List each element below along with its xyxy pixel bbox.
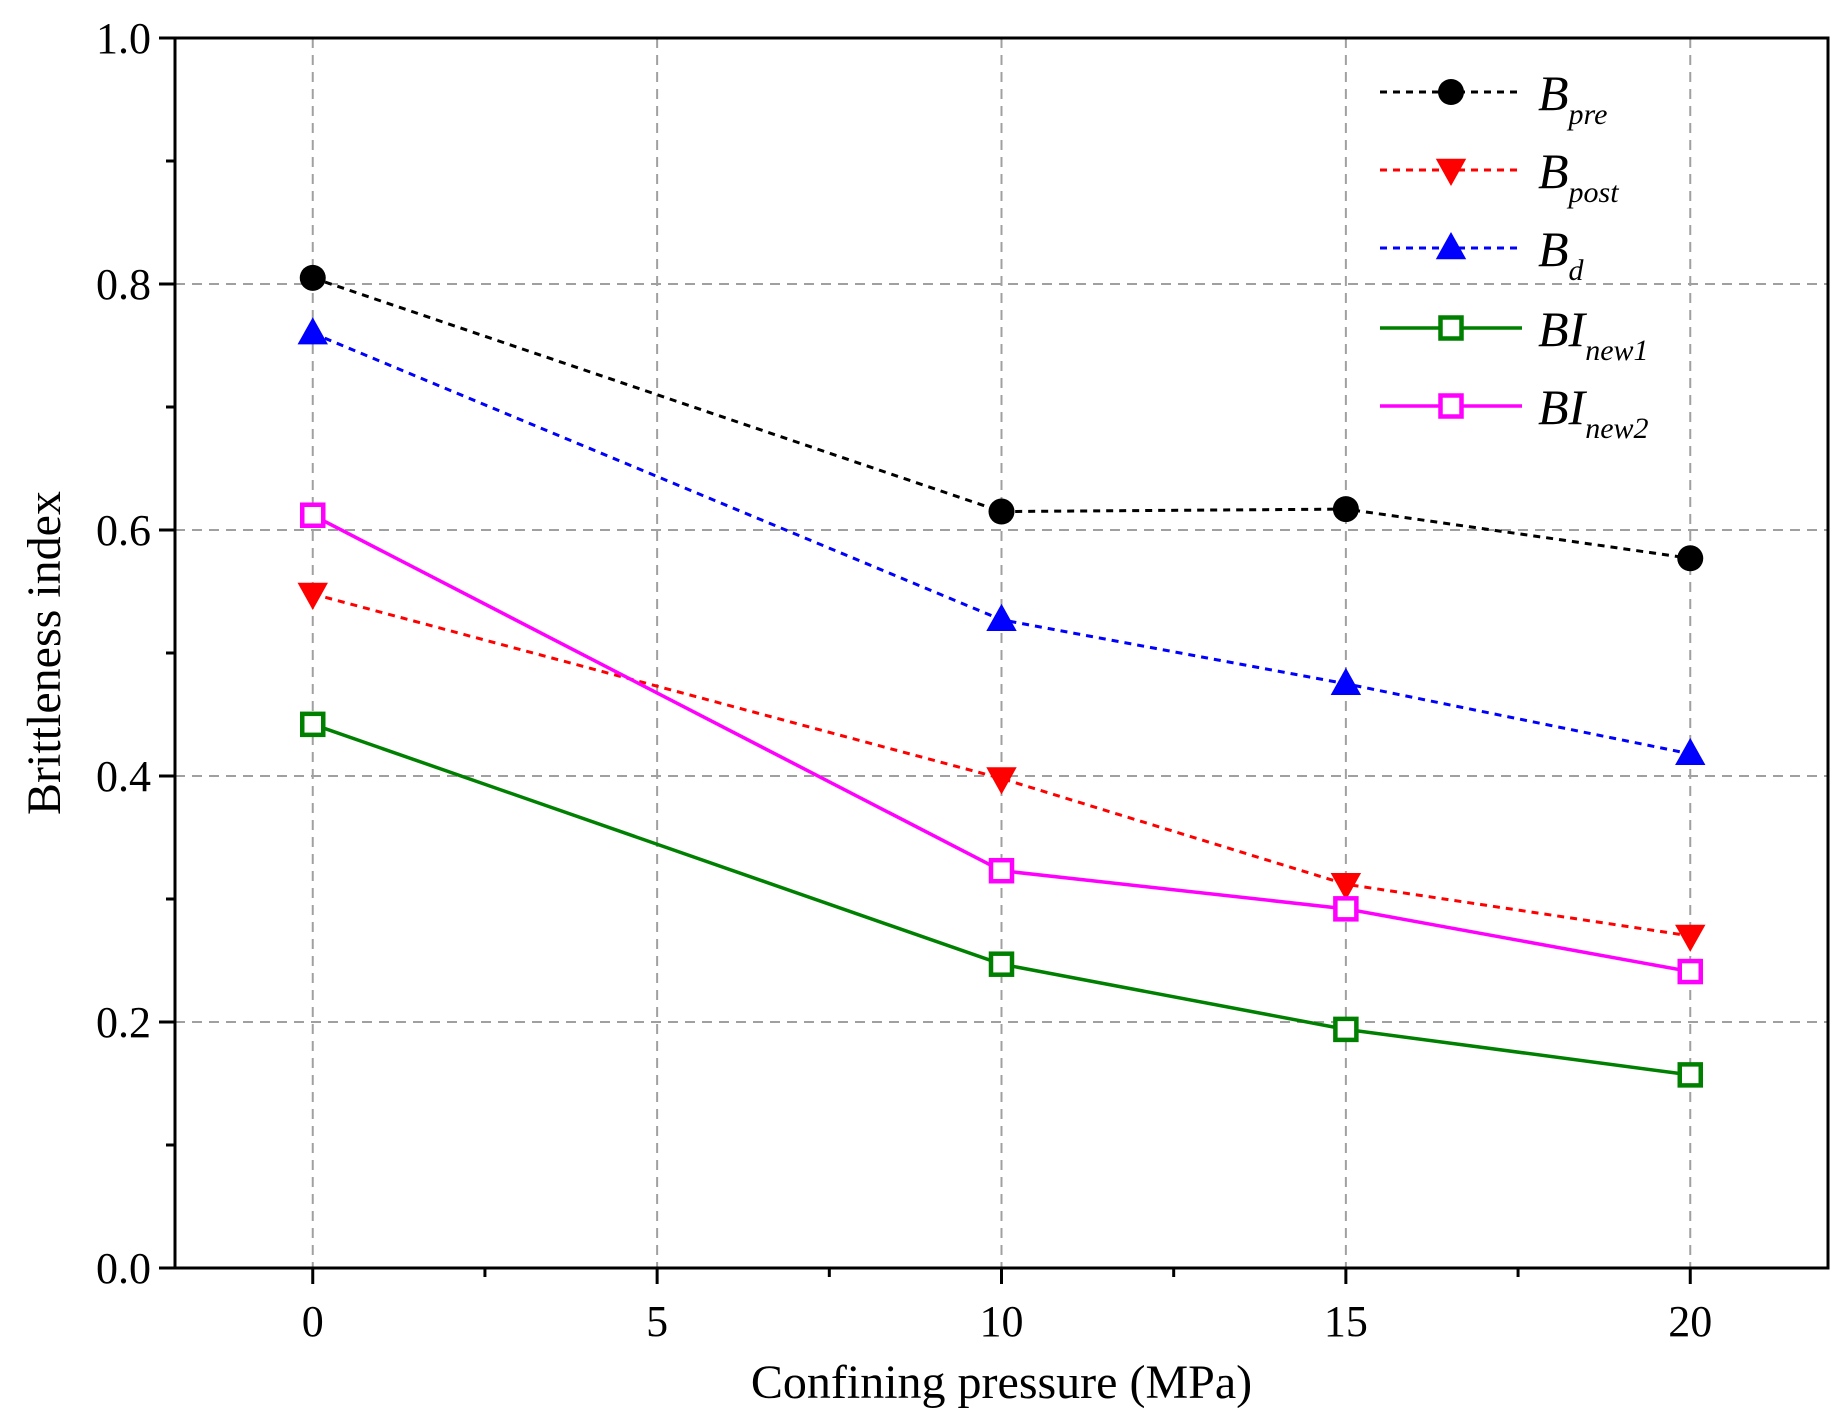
data-point-binew2 <box>1677 958 1703 985</box>
series-line-bpre <box>312 276 1691 560</box>
legend-marker-bd <box>1435 232 1467 260</box>
y-tick-label: 0.4 <box>96 752 151 801</box>
data-point-bpre <box>1332 496 1359 523</box>
data-point-bpost <box>1675 924 1706 952</box>
legend-label-binew2: BInew2 <box>1538 379 1649 445</box>
y-tick-label: 0.0 <box>96 1244 151 1293</box>
data-point-bpost <box>297 582 328 610</box>
data-point-bd <box>1330 667 1362 695</box>
y-tick-label: 1.0 <box>96 14 151 63</box>
legend-marker-bpre <box>1438 79 1464 105</box>
data-point-binew1 <box>1333 1016 1359 1043</box>
data-point-bd <box>986 603 1017 631</box>
data-point-bpost <box>1330 873 1362 901</box>
legend: Bpre Bpost Bd BInew1 BInew2 <box>1380 65 1649 445</box>
x-tick-label: 10 <box>980 1297 1024 1346</box>
x-axis-title: Confining pressure (MPa) <box>751 1356 1252 1409</box>
legend-item-binew1: BInew1 <box>1380 301 1649 367</box>
data-point-binew1 <box>300 711 326 738</box>
series-bpre <box>299 264 1704 572</box>
data-point-bd <box>297 317 328 345</box>
data-point-bpost <box>986 767 1017 795</box>
legend-item-bpre: Bpre <box>1380 65 1607 131</box>
y-tick-label: 0.8 <box>96 260 151 309</box>
series-group <box>297 264 1706 1088</box>
legend-item-bpost: Bpost <box>1380 143 1619 209</box>
series-line-binew1 <box>312 722 1691 1077</box>
x-tick-label: 15 <box>1324 1297 1368 1346</box>
data-point-bpre <box>988 498 1015 525</box>
series-bpost <box>297 582 1706 952</box>
data-point-binew2 <box>1333 896 1359 922</box>
y-tick-label: 0.2 <box>96 998 151 1047</box>
legend-label-bpost: Bpost <box>1538 143 1619 209</box>
data-point-binew1 <box>1677 1062 1703 1088</box>
data-point-bd <box>1675 737 1706 766</box>
legend-marker-bpost <box>1435 158 1467 186</box>
y-tick-label: 0.6 <box>96 506 151 555</box>
y-axis-title: Brittleness index <box>18 491 71 815</box>
legend-label-bpre: Bpre <box>1538 65 1607 131</box>
legend-label-binew1: BInew1 <box>1538 301 1649 367</box>
legend-label-bd: Bd <box>1538 221 1585 287</box>
data-point-binew2 <box>300 502 326 528</box>
series-line-bpost <box>312 592 1691 938</box>
series-line-binew2 <box>311 513 1691 974</box>
grid <box>175 38 1828 1268</box>
x-tick-label: 5 <box>646 1297 668 1346</box>
data-point-binew1 <box>988 951 1015 977</box>
legend-item-bd: Bd <box>1380 221 1585 287</box>
x-tick-label: 20 <box>1668 1297 1712 1346</box>
legend-marker-binew1 <box>1438 315 1464 341</box>
data-point-bpre <box>1677 545 1704 572</box>
x-tick-label: 0 <box>302 1297 324 1346</box>
series-bd <box>297 317 1706 766</box>
axis-ticks: 0 5 10 15 20 0.0 0.2 0.4 0.6 0.8 1.0 <box>96 14 1712 1346</box>
data-point-binew2 <box>988 857 1015 884</box>
series-binew2 <box>300 502 1703 985</box>
legend-item-binew2: BInew2 <box>1380 379 1649 445</box>
series-binew1 <box>300 711 1703 1088</box>
data-point-bpre <box>299 264 326 291</box>
legend-marker-binew2 <box>1438 393 1464 419</box>
